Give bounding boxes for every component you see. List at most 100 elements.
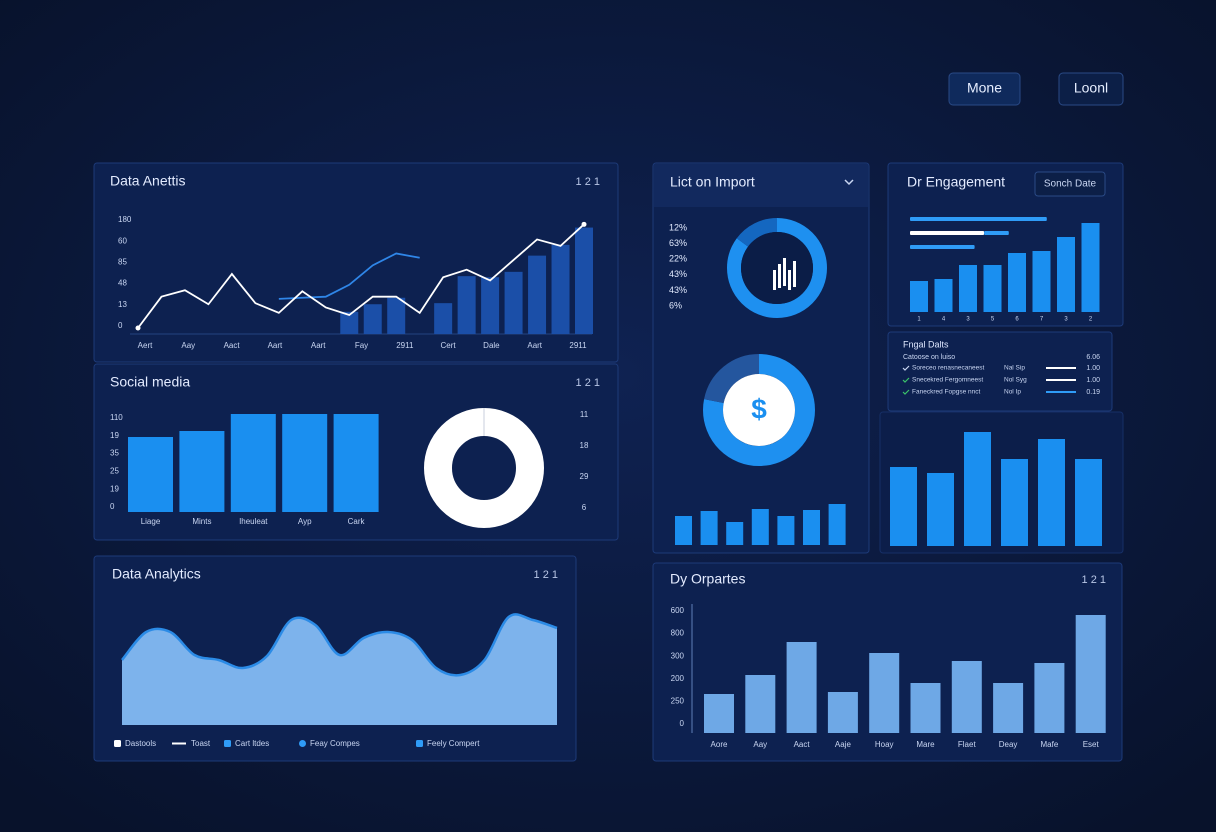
button-loonl[interactable]: Loonl: [1058, 72, 1124, 106]
icon-bar: [793, 261, 796, 287]
panel-badge: 1 2 1: [576, 176, 600, 188]
legend-swatch: [114, 740, 121, 747]
row-value: 1.00: [1086, 377, 1100, 384]
icon-bar: [788, 270, 791, 290]
axis-label: Deay: [999, 740, 1018, 749]
progress-bar: [984, 231, 1009, 235]
axis-label: 0: [110, 502, 115, 511]
line-end-dot: [581, 221, 587, 227]
axis-label: Liage: [141, 517, 161, 526]
area: [122, 614, 557, 725]
axis-label: 43%: [669, 285, 687, 295]
axis-label: Aaje: [835, 740, 852, 749]
axis-label: Aact: [224, 341, 241, 350]
button-mone[interactable]: Mone: [948, 72, 1021, 106]
chevron[interactable]: [844, 179, 854, 186]
axis-label: Cert: [441, 341, 457, 350]
axis-label: 1: [917, 317, 921, 323]
axis-label: Cark: [348, 517, 366, 526]
axis-label: Mare: [916, 740, 935, 749]
date-button[interactable]: Sonch Date: [1034, 171, 1106, 197]
legend-label: Feely Compert: [427, 739, 480, 748]
donut-segment: [703, 354, 815, 466]
axis-label: Ayp: [298, 517, 312, 526]
bar: [934, 279, 953, 312]
bar: [927, 473, 954, 546]
axis-label: 48: [118, 279, 127, 288]
bar: [1075, 459, 1102, 546]
axis-label: Aert: [138, 341, 153, 350]
bar: [751, 509, 769, 545]
bar: [179, 431, 225, 512]
axis-label: Dale: [483, 341, 500, 350]
axis-label: 3: [966, 317, 970, 323]
bar: [340, 311, 359, 334]
bar: [890, 467, 917, 546]
panel-title: Data Anettis: [110, 173, 186, 189]
axis-label: 5: [991, 317, 995, 323]
bar: [230, 414, 276, 512]
axis-label: 25: [110, 467, 119, 476]
row-label: Faneckred Fopgse nnct: [912, 389, 980, 396]
axis-label: Fay: [355, 341, 368, 350]
bar: [959, 265, 977, 312]
axis-label: Aore: [711, 740, 728, 749]
currency-symbol: $: [751, 393, 767, 424]
panel-title: Data Analytics: [112, 566, 201, 582]
axis-label: 7: [1040, 317, 1044, 323]
axis-label: Mafe: [1041, 740, 1059, 749]
button-frame[interactable]: [1058, 72, 1124, 106]
axis-label: 0: [118, 321, 123, 330]
bar: [964, 432, 991, 546]
axis-label: 0: [680, 719, 685, 728]
axis-label: 110: [110, 413, 123, 422]
bar: [951, 661, 982, 733]
axis-label: 19: [110, 431, 119, 440]
axis-label: 22%: [669, 254, 687, 264]
panel-title: Lict on Import: [670, 174, 755, 190]
legend-label: Cart ltdes: [235, 739, 269, 748]
axis-label: 19: [110, 484, 119, 493]
line: [278, 252, 420, 300]
axis-label: 18: [580, 441, 589, 450]
axis-label: 13: [118, 300, 127, 309]
button-label[interactable]: Loonl: [1074, 80, 1108, 96]
progress-bar: [910, 231, 985, 235]
axis-label: Aact: [794, 740, 811, 749]
axis-label: 2911: [569, 341, 587, 350]
button-label[interactable]: Mone: [967, 80, 1002, 96]
axis-label: Aart: [268, 341, 283, 350]
bar: [387, 297, 406, 334]
panel-title: Social media: [110, 374, 190, 390]
button-frame[interactable]: [948, 72, 1021, 106]
axis-label: Iheuleat: [239, 517, 268, 526]
legend-label: Feay Compes: [310, 739, 360, 748]
button-label[interactable]: Sonch Date: [1044, 179, 1097, 190]
axis-label: 6: [582, 503, 587, 512]
bar: [282, 414, 328, 512]
axis-label: 4: [942, 317, 946, 323]
button-frame[interactable]: [1034, 171, 1106, 197]
axis-label: 2911: [396, 341, 414, 350]
check-icon: [902, 389, 910, 395]
donut-segment: [727, 218, 827, 318]
area-line: [121, 613, 558, 677]
bar: [128, 437, 173, 512]
bar: [434, 303, 453, 334]
axis-label: 600: [671, 606, 685, 615]
row-value: 0.19: [1086, 389, 1100, 396]
bar: [827, 692, 858, 733]
bar: [363, 304, 382, 334]
axis-label: 800: [671, 629, 685, 638]
axis-label: 2: [1089, 317, 1093, 323]
legend-label: Dastools: [125, 739, 156, 748]
bar: [1032, 251, 1051, 312]
panel-header: [654, 164, 868, 207]
bar: [333, 414, 379, 512]
donut-center: [741, 232, 813, 304]
bar: [575, 227, 593, 334]
panel-badge: 1 2 1: [1082, 574, 1106, 586]
bar: [704, 694, 734, 733]
row-tag: Nol Ip: [1004, 389, 1021, 396]
axis-label: Hoay: [875, 740, 894, 749]
